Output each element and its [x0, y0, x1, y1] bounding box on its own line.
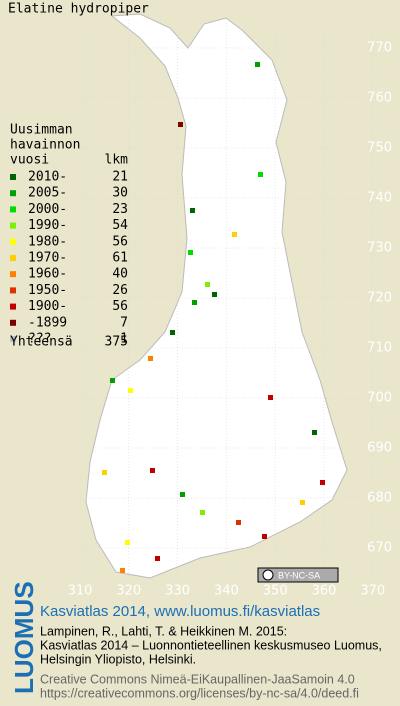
- legend-count: 54: [112, 218, 128, 233]
- legend-count-heading: lkm: [105, 153, 129, 168]
- license: Creative Commons Nimeä-EiKaupallinen-Jaa…: [40, 672, 355, 686]
- square: [300, 500, 305, 505]
- square: [178, 122, 183, 127]
- legend-heading: vuosi: [10, 153, 49, 168]
- y-grid-label: 720: [367, 291, 392, 306]
- x-grid-label: 330: [165, 584, 190, 599]
- square: [180, 492, 185, 497]
- square: [150, 468, 155, 473]
- legend-label: 1980-: [28, 234, 67, 249]
- citation: Helsingin Yliopisto, Helsinki.: [40, 652, 196, 666]
- square: [110, 378, 115, 383]
- legend-swatch: [10, 319, 16, 326]
- legend-swatch: [10, 190, 16, 197]
- legend-swatch: [10, 174, 16, 180]
- square: [255, 62, 260, 67]
- badge-box: [257, 567, 339, 583]
- legend-swatch: [10, 287, 16, 294]
- square: [236, 520, 241, 525]
- square: [120, 568, 125, 573]
- x-grid-label: 320: [116, 584, 141, 599]
- legend-swatch: [10, 222, 16, 229]
- square: [262, 534, 267, 539]
- legend-count: 1: [120, 332, 128, 347]
- x-grid-label: 370: [360, 584, 385, 599]
- square: [268, 395, 273, 400]
- square: [102, 470, 107, 475]
- y-grid-label: 680: [367, 491, 392, 506]
- x-grid-label: 340: [214, 584, 239, 599]
- legend: 2010- 21 2005- 30 2000- 23 1990- 54 1980- 56 1970-…: [10, 170, 128, 347]
- badge-icon: [262, 569, 274, 581]
- legend-count: 21: [112, 170, 128, 185]
- square: [205, 282, 210, 287]
- legend-count: 61: [112, 251, 128, 266]
- legend-label: 1990-: [28, 218, 67, 233]
- square: [232, 232, 237, 237]
- y-grid-label: 760: [367, 91, 392, 106]
- legend-swatch: [10, 271, 16, 278]
- license-badge: BY-NC-SA: [257, 567, 339, 583]
- x-grid-label: 310: [68, 584, 93, 599]
- legend-count: 56: [112, 234, 128, 249]
- legend-swatch: [10, 255, 16, 261]
- y-grid-label: 750: [367, 141, 392, 156]
- legend-swatch: [10, 303, 16, 310]
- square: [188, 250, 193, 255]
- square: [190, 208, 195, 213]
- legend-label: 1960-: [28, 267, 67, 282]
- x-grid-label: 360: [312, 584, 337, 599]
- square: [192, 300, 197, 305]
- square: [312, 430, 317, 435]
- square: [128, 388, 133, 393]
- badge-text: BY-NC-SA: [278, 570, 320, 580]
- legend-label: 1950-: [28, 283, 67, 298]
- square: [212, 292, 217, 297]
- legend-label: 1900-: [28, 299, 67, 314]
- legend-count: 26: [112, 283, 128, 298]
- square: [170, 330, 175, 335]
- legend-label: 2005-: [28, 186, 67, 201]
- legend-label: 2000-: [28, 202, 67, 217]
- y-grid-label: 710: [367, 341, 392, 356]
- legend-count: 56: [112, 299, 128, 314]
- total-label: Yhteensä: [10, 335, 73, 350]
- square: [258, 172, 263, 177]
- legend-swatch: [10, 336, 16, 342]
- legend-count: 7: [120, 315, 128, 330]
- license: https://creativecommons.org/licenses/by-…: [40, 686, 359, 700]
- legend-heading: Uusimman: [10, 123, 73, 138]
- atlas-link: Kasviatlas 2014, www.luomus.fi/kasviatla…: [40, 603, 320, 620]
- species-title: Elatine hydropiper: [8, 2, 149, 17]
- square: [200, 510, 205, 515]
- square: [320, 480, 325, 485]
- y-grid-label: 730: [367, 241, 392, 256]
- y-grid-label: 740: [367, 191, 392, 206]
- citation: Lampinen, R., Lahti, T. & Heikkinen M. 2…: [40, 624, 287, 638]
- legend-label: -1899: [28, 315, 67, 330]
- square: [155, 556, 160, 561]
- observation-squares: [102, 62, 325, 573]
- legend-count: 30: [112, 186, 128, 201]
- y-grid-label: 690: [367, 441, 392, 456]
- y-grid-label: 700: [367, 391, 392, 406]
- x-grid-label: 350: [263, 584, 288, 599]
- square: [148, 356, 153, 361]
- legend-count: 40: [112, 267, 128, 282]
- legend-swatch: [10, 238, 16, 245]
- square: [125, 540, 130, 545]
- legend-count: 23: [112, 202, 128, 217]
- legend-heading: havainnon: [10, 138, 80, 153]
- legend-label: 2010-: [28, 170, 67, 185]
- y-grid-label: 670: [367, 541, 392, 556]
- legend-label: 1970-: [28, 251, 67, 266]
- citation: Kasviatlas 2014 – Luonnontieteellinen ke…: [40, 638, 382, 652]
- total-count: 375: [105, 335, 128, 350]
- legend-label: ???: [28, 332, 51, 347]
- y-grid-label: 770: [367, 41, 392, 56]
- luomus-logo: LUOMUS: [9, 581, 39, 694]
- legend-swatch: [10, 206, 16, 213]
- grid: [79, 20, 374, 580]
